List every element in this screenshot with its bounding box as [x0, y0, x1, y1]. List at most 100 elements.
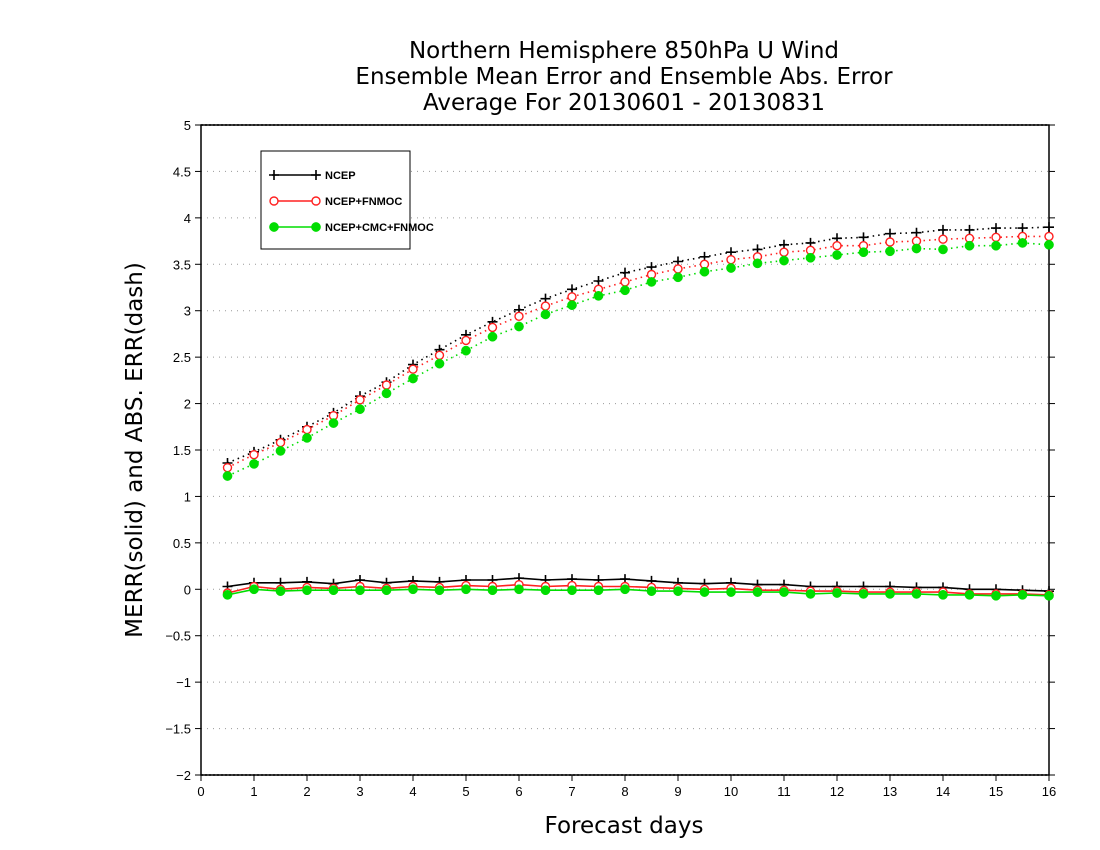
- abs-err-point: [567, 292, 577, 302]
- merr-point: [434, 585, 445, 596]
- x-tick-label: 1: [250, 784, 257, 799]
- abs-err-point: [540, 301, 551, 311]
- abs-err-point: [355, 395, 365, 405]
- y-tick-label: 1.5: [173, 443, 191, 458]
- abs-err-point: [1044, 222, 1054, 233]
- abs-err-point: [885, 246, 895, 257]
- legend-marker: [311, 170, 321, 180]
- y-tick-label: −1.5: [165, 722, 191, 737]
- abs-err-point: [938, 224, 948, 235]
- abs-err-point: [646, 277, 657, 287]
- merr-point: [222, 590, 233, 600]
- abs-err-point: [699, 266, 710, 277]
- merr-point: [328, 585, 339, 596]
- abs-err-point: [434, 358, 445, 369]
- abs-err-line: [227, 235, 1049, 469]
- abs-err-point: [540, 309, 551, 320]
- abs-err-point: [408, 373, 418, 384]
- abs-err-point: [938, 234, 948, 244]
- abs-err-point: [222, 462, 233, 473]
- merr-point: [646, 586, 657, 596]
- merr-line: [227, 577, 1050, 592]
- y-tick-label: 5: [184, 118, 191, 133]
- abs-err-point: [302, 424, 312, 435]
- abs-err-point: [249, 449, 259, 460]
- y-tick-label: 2.5: [173, 350, 191, 365]
- legend-marker: [311, 222, 321, 232]
- merr-point: [991, 590, 1001, 601]
- x-tick-label: 0: [197, 784, 204, 799]
- x-tick-label: 16: [1042, 784, 1056, 799]
- merr-point: [593, 585, 604, 596]
- merr-point: [858, 589, 869, 599]
- abs-err-point: [1044, 231, 1054, 242]
- abs-err-point: [726, 263, 736, 273]
- x-axis-title: Forecast days: [545, 813, 704, 839]
- abs-err-point: [805, 252, 816, 263]
- abs-err-point: [673, 264, 683, 274]
- merr-point: [911, 589, 922, 599]
- y-tick-label: 0: [184, 582, 191, 597]
- merr-point: [779, 587, 789, 597]
- abs-err-point: [911, 227, 922, 238]
- abs-err-point: [1017, 223, 1028, 234]
- abs-err-point: [514, 311, 524, 321]
- abs-err-point: [461, 335, 471, 346]
- abs-err-point: [381, 388, 392, 399]
- x-tick-label: 7: [568, 784, 575, 799]
- abs-err-line: [227, 242, 1050, 477]
- title-line-3: Average For 20130601 - 20130831: [423, 90, 825, 116]
- x-tick-label: 6: [515, 784, 522, 799]
- abs-err-point: [593, 291, 604, 301]
- merr-point: [805, 589, 816, 599]
- abs-err-point: [964, 224, 975, 235]
- merr-point: [699, 587, 710, 597]
- merr-point: [355, 585, 365, 596]
- abs-err-point: [938, 244, 948, 255]
- abs-err-point: [1017, 238, 1028, 248]
- x-tick-label: 8: [621, 784, 628, 799]
- chart-title: Northern Hemisphere 850hPa U WindEnsembl…: [355, 38, 893, 116]
- x-tick-label: 5: [462, 784, 469, 799]
- merr-point: [461, 584, 471, 595]
- merr-point: [249, 584, 259, 595]
- merr-point: [381, 585, 392, 596]
- abs-err-point: [964, 240, 975, 251]
- abs-err-point: [832, 250, 842, 260]
- abs-err-point: [222, 471, 233, 481]
- y-tick-label: 3: [184, 304, 191, 319]
- abs-err-point: [991, 240, 1001, 251]
- y-tick-label: −2: [176, 768, 191, 783]
- x-tick-label: 14: [936, 784, 950, 799]
- title-line-2: Ensemble Mean Error and Ensemble Abs. Er…: [355, 64, 893, 90]
- abs-err-point: [461, 345, 471, 356]
- abs-err-point: [620, 285, 630, 296]
- abs-err-point: [779, 255, 789, 266]
- merr-point: [302, 585, 312, 596]
- x-tick-label: 11: [777, 784, 791, 799]
- legend-marker: [311, 196, 321, 206]
- merr-point: [752, 587, 763, 597]
- y-tick-label: 1: [184, 489, 191, 504]
- merr-point: [726, 587, 736, 597]
- axes: 54.543.532.521.510.50−0.5−1−1.5−20 1 2 3 4 5 6…: [165, 118, 1056, 799]
- merr-point: [540, 585, 551, 596]
- legend-label: NCEP+CMC+FNMOC: [325, 222, 434, 234]
- y-tick-label: 0.5: [173, 536, 191, 551]
- abs-err-point: [593, 276, 604, 286]
- merr-point: [275, 586, 286, 596]
- y-tick-label: −1: [176, 675, 191, 690]
- abs-err-point: [487, 322, 498, 333]
- legend-marker: [269, 170, 279, 180]
- abs-err-point: [302, 433, 312, 443]
- y-tick-label: 2: [184, 397, 191, 412]
- abs-err-point: [381, 380, 392, 390]
- legend-box: [260, 150, 411, 250]
- y-tick-label: 3.5: [173, 257, 191, 272]
- legend-label: NCEP: [325, 170, 356, 182]
- y-tick-label: −0.5: [165, 629, 191, 644]
- merr-point: [1017, 590, 1028, 600]
- series-ncep-cmc-fnmoc: [222, 238, 1054, 601]
- merr-point: [832, 588, 842, 598]
